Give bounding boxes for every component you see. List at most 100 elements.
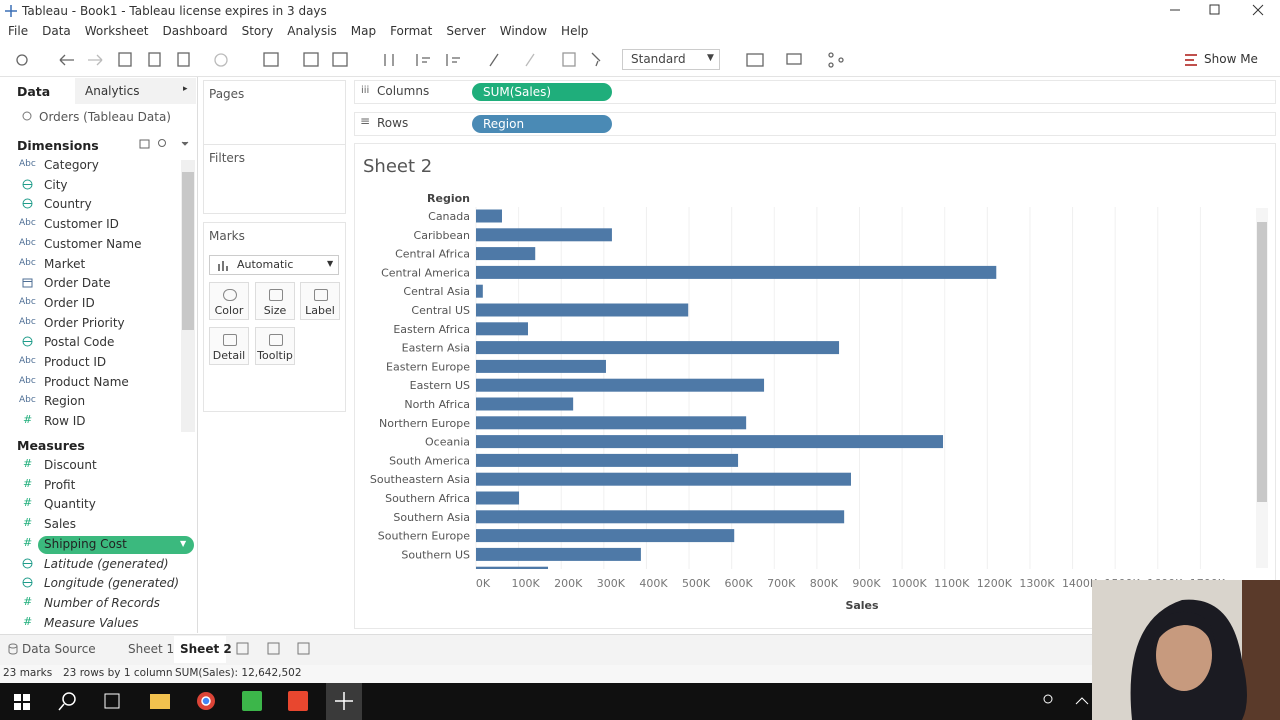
tab-menu[interactable]: ▸ xyxy=(183,84,188,94)
field[interactable]: City xyxy=(0,176,180,195)
field[interactable]: # Quantity xyxy=(0,495,196,514)
window-controls[interactable] xyxy=(1160,0,1280,22)
calendar-icon xyxy=(22,278,33,288)
field-icon xyxy=(22,278,33,288)
shelf-icon: ≡ xyxy=(360,114,371,128)
field-icon-number: # xyxy=(23,457,33,470)
menu-item[interactable]: Server xyxy=(446,24,486,38)
menu-item[interactable]: File xyxy=(8,24,29,38)
menu-item[interactable]: Analysis xyxy=(287,24,337,38)
x-tick-label: 500K xyxy=(682,577,711,590)
fit-dropdown[interactable]: Standard ▼ xyxy=(622,49,720,70)
scrollbar[interactable] xyxy=(181,160,195,432)
marks-button[interactable]: Detail xyxy=(209,327,249,365)
menu-item[interactable]: Worksheet xyxy=(84,24,149,38)
tab-active[interactable]: Sheet 2 xyxy=(180,642,232,656)
bar xyxy=(476,397,574,411)
x-axis-title: Sales xyxy=(845,599,879,612)
x-tick-label: 1200K xyxy=(977,577,1013,590)
field-highlight xyxy=(38,535,194,554)
field[interactable]: Abc Market xyxy=(0,255,180,274)
db-icon xyxy=(8,643,18,655)
field[interactable]: Abc Order ID xyxy=(0,294,180,313)
field[interactable]: Postal Code xyxy=(0,333,180,352)
data-tab[interactable]: Data xyxy=(17,84,51,99)
rows-pill[interactable]: Region xyxy=(472,115,612,133)
field[interactable]: Country xyxy=(0,195,180,214)
field[interactable]: # Profit xyxy=(0,476,196,495)
data-source[interactable]: Orders (Tableau Data) xyxy=(39,110,171,124)
marks-button-icon xyxy=(314,289,328,301)
bar xyxy=(476,435,944,449)
field[interactable]: Latitude (generated) xyxy=(0,555,196,574)
filters-title: Filters xyxy=(209,151,245,165)
analytics-tab-bg xyxy=(75,78,196,104)
x-tick-label: 100K xyxy=(512,577,541,590)
bar xyxy=(476,416,747,430)
analytics-tab[interactable]: Analytics xyxy=(85,84,140,98)
marks-button[interactable]: Color xyxy=(209,282,249,320)
x-tick-label: 700K xyxy=(767,577,796,590)
field[interactable]: Abc Order Priority xyxy=(0,314,180,333)
marks-button[interactable]: Label xyxy=(300,282,340,320)
y-tick-label: Central Africa xyxy=(395,248,470,261)
field-label: Order Priority xyxy=(44,315,125,330)
y-tick-label: Central US xyxy=(411,304,470,317)
field[interactable]: Order Date xyxy=(0,274,180,293)
marks-button[interactable]: Tooltip xyxy=(255,327,295,365)
menu-item[interactable]: Help xyxy=(561,24,589,38)
field[interactable]: # Measure Values xyxy=(0,614,196,633)
y-tick-label: North Africa xyxy=(404,398,470,411)
toolbar-icons-2[interactable] xyxy=(744,50,854,70)
marks-button-icon xyxy=(269,289,283,301)
y-tick-label: Canada xyxy=(428,210,470,223)
bar xyxy=(476,491,520,505)
dimension-tools[interactable] xyxy=(138,137,194,151)
field[interactable]: # Number of Records xyxy=(0,594,196,613)
field[interactable]: # Sales xyxy=(0,515,196,534)
bar xyxy=(476,209,502,223)
field[interactable]: # Discount xyxy=(0,456,196,475)
toolbar-icons[interactable] xyxy=(10,48,610,72)
x-tick-label: 1100K xyxy=(934,577,970,590)
field-label: Longitude (generated) xyxy=(44,576,180,591)
field[interactable]: Abc Region xyxy=(0,392,180,411)
field[interactable]: # Row ID xyxy=(0,412,180,431)
pages-title: Pages xyxy=(209,87,245,101)
x-tick-label: 300K xyxy=(597,577,626,590)
scrollbar-thumb[interactable] xyxy=(1257,222,1267,502)
bar xyxy=(476,265,997,279)
marks-button[interactable]: Size xyxy=(255,282,295,320)
field[interactable]: Abc Customer Name xyxy=(0,235,180,254)
tab[interactable]: Data Source xyxy=(22,642,96,656)
mark-type-dropdown[interactable]: Automatic ▼ xyxy=(209,255,339,275)
y-header: Region xyxy=(427,192,470,205)
tab[interactable]: Sheet 1 xyxy=(128,642,175,656)
field[interactable]: Abc Product Name xyxy=(0,373,180,392)
fit-value: Standard xyxy=(631,52,686,66)
toolbar xyxy=(0,44,1280,77)
field[interactable]: # Shipping Cost ▼ xyxy=(0,535,196,554)
dropdown-arrow: ▼ xyxy=(327,259,334,268)
menu-item[interactable]: Dashboard xyxy=(162,24,228,38)
field-label: Number of Records xyxy=(44,595,160,610)
bar xyxy=(476,453,739,467)
field[interactable]: Abc Category xyxy=(0,156,180,175)
menu-item[interactable]: Format xyxy=(390,24,433,38)
dimension-list: Abc Category City Country Abc Customer ID Abc C… xyxy=(0,156,180,432)
field-label: Product Name xyxy=(44,374,129,389)
menu-item[interactable]: Data xyxy=(42,24,71,38)
taskbar-icons[interactable] xyxy=(0,683,1280,720)
menu-bar: File Data Worksheet Dashboard Story Analysis M… xyxy=(8,24,602,38)
menu-item[interactable]: Map xyxy=(350,24,377,38)
field[interactable]: Longitude (generated) xyxy=(0,574,196,593)
show-me[interactable]: Show Me xyxy=(1204,52,1258,66)
bar xyxy=(476,566,549,569)
menu-item[interactable]: Window xyxy=(499,24,548,38)
field[interactable]: Abc Product ID xyxy=(0,353,180,372)
field-label: Region xyxy=(44,394,86,409)
menu-item[interactable]: Story xyxy=(241,24,274,38)
field[interactable]: Abc Customer ID xyxy=(0,215,180,234)
new-sheet-icons[interactable] xyxy=(234,641,314,657)
columns-pill[interactable]: SUM(Sales) xyxy=(472,83,612,101)
